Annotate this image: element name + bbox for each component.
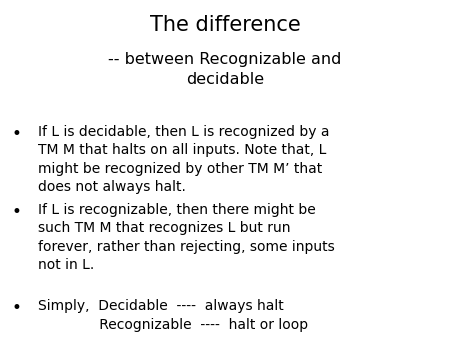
Text: If L is recognizable, then there might be
such TM M that recognizes L but run
fo: If L is recognizable, then there might b… [38, 203, 335, 272]
Text: •: • [11, 299, 21, 317]
Text: •: • [11, 125, 21, 143]
Text: Simply,  Decidable  ----  always halt
              Recognizable  ----  halt or : Simply, Decidable ---- always halt Recog… [38, 299, 308, 332]
Text: -- between Recognizable and
decidable: -- between Recognizable and decidable [108, 52, 342, 87]
Text: If L is decidable, then L is recognized by a
TM M that halts on all inputs. Note: If L is decidable, then L is recognized … [38, 125, 330, 194]
Text: •: • [11, 203, 21, 221]
Text: The difference: The difference [149, 15, 301, 35]
